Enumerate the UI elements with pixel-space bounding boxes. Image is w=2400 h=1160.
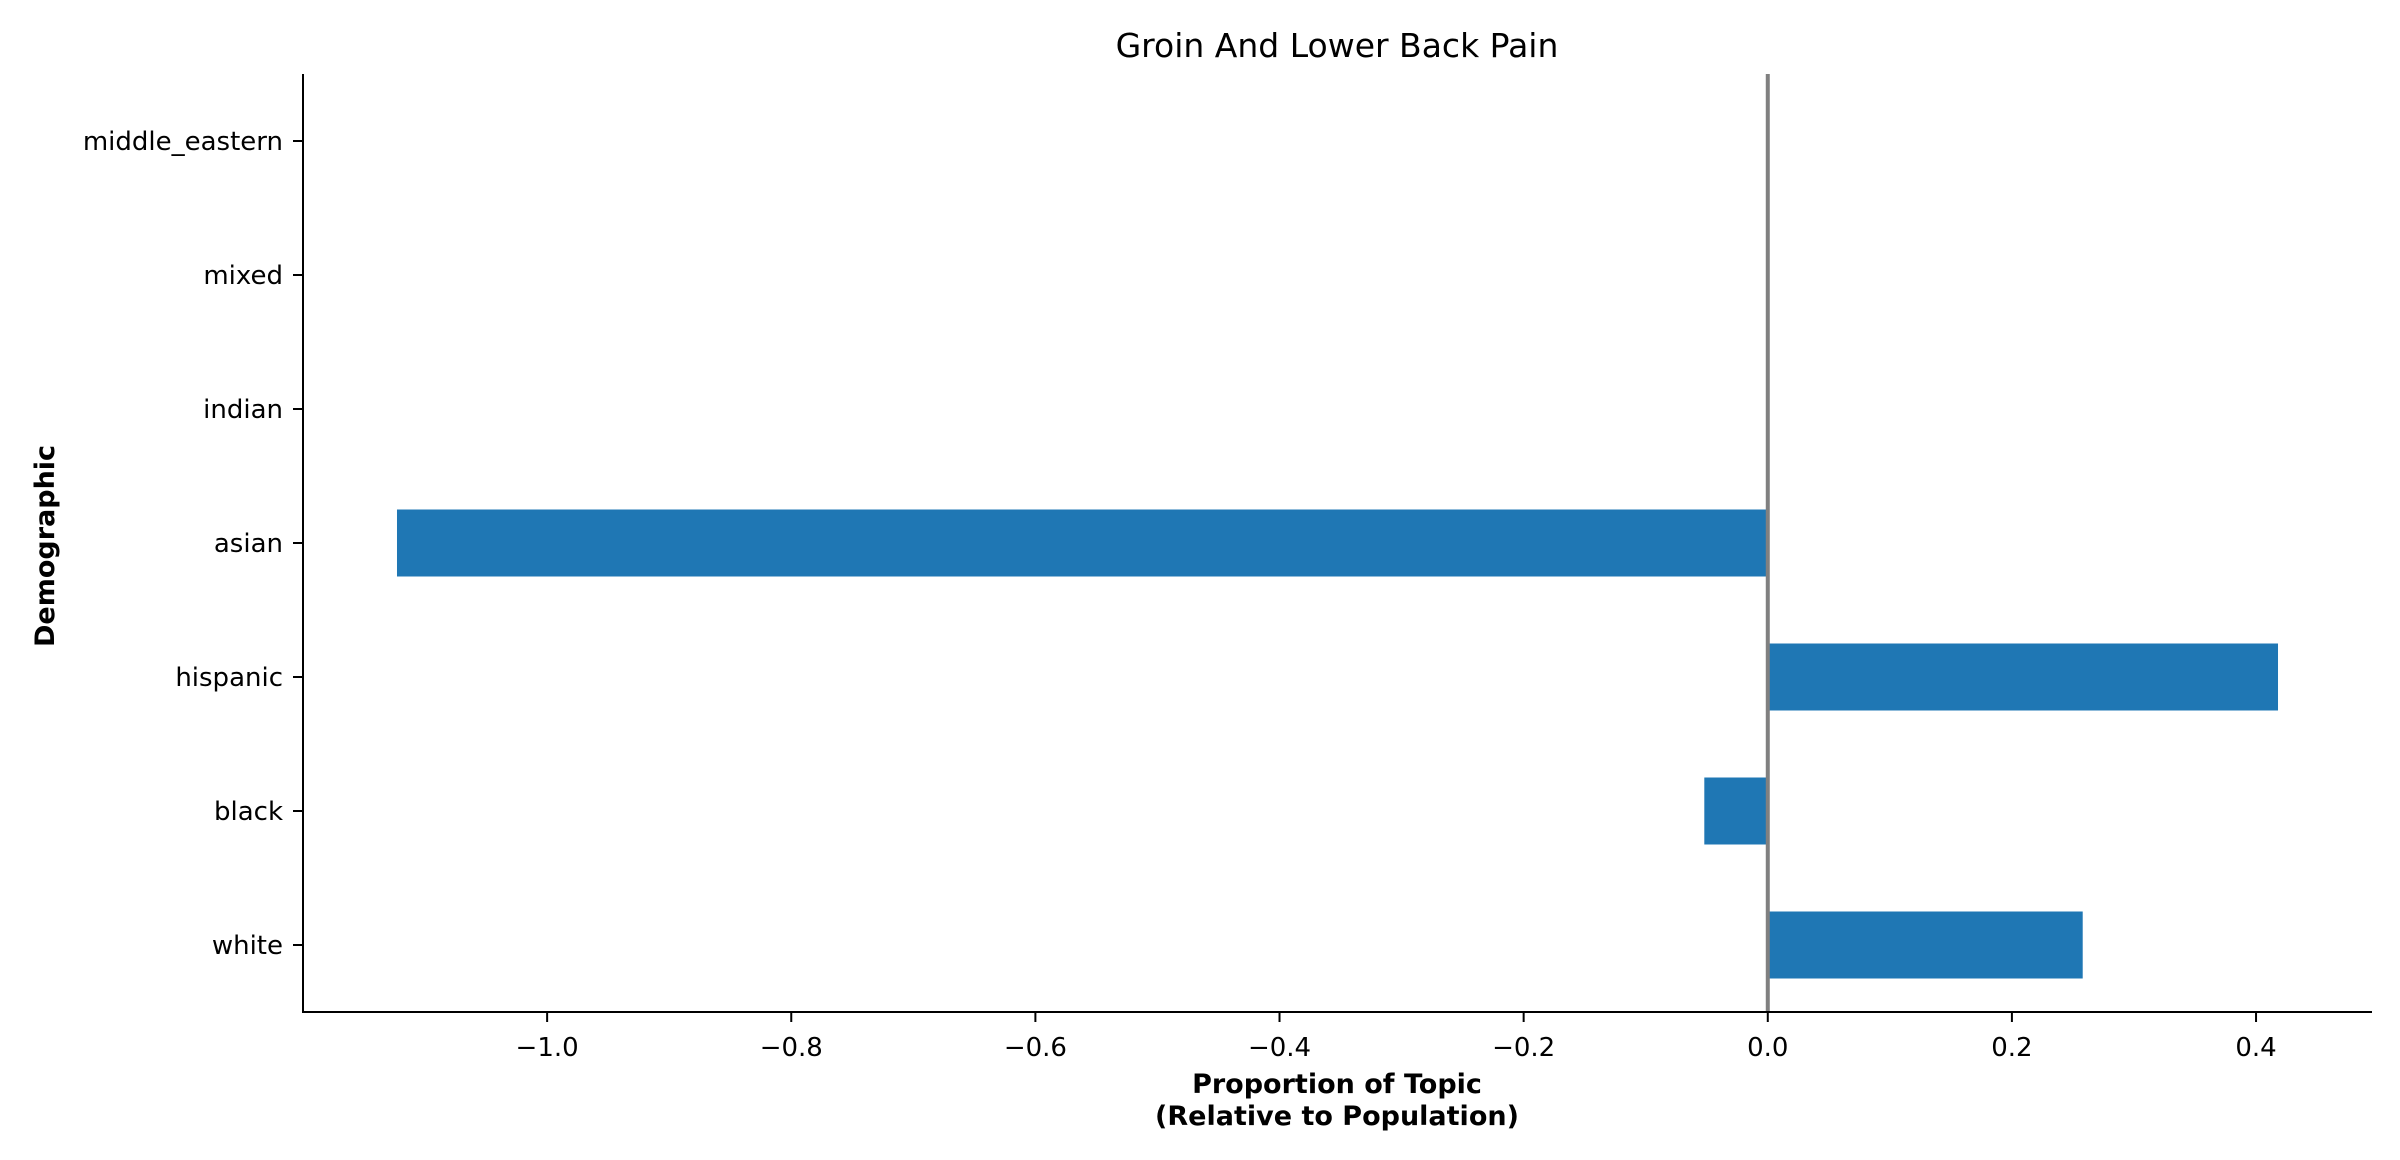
- x-tick-label: 0.4: [2235, 1033, 2276, 1063]
- chart-title: Groin And Lower Back Pain: [1116, 26, 1559, 65]
- x-tick-label: −0.8: [760, 1033, 823, 1063]
- x-tick-label: −0.4: [1248, 1033, 1311, 1063]
- y-tick-label: asian: [214, 529, 283, 559]
- bars-group: [396, 509, 2279, 979]
- x-tick-label: 0.0: [1747, 1033, 1788, 1063]
- y-tick-label: mixed: [203, 261, 283, 291]
- x-tick-label: −0.2: [1492, 1033, 1555, 1063]
- x-tick-label: −0.6: [1004, 1033, 1067, 1063]
- y-tick-label: hispanic: [175, 663, 283, 693]
- y-axis-label: Demographic: [30, 445, 61, 647]
- y-tick-label: white: [212, 931, 283, 961]
- bar-white: [1767, 911, 2083, 979]
- bar-asian: [396, 509, 1768, 577]
- x-axis-label-line-2: (Relative to Population): [1155, 1101, 1519, 1132]
- bar-black: [1704, 777, 1768, 845]
- x-tick-label: 0.2: [1991, 1033, 2032, 1063]
- y-tick-label: middle_eastern: [83, 127, 283, 157]
- bar-hispanic: [1767, 643, 2279, 711]
- x-tick-label: −1.0: [516, 1033, 579, 1063]
- y-tick-label: indian: [203, 395, 283, 425]
- y-tick-label: black: [214, 797, 283, 827]
- x-axis-label-line-1: Proportion of Topic: [1192, 1069, 1482, 1100]
- y-ticks-group: white black hispanic asian indian mixed middle…: [83, 127, 303, 961]
- x-ticks-group: −1.0 −0.8 −0.6 −0.4 −0.2 0.0 0.2 0.4: [516, 1012, 2277, 1063]
